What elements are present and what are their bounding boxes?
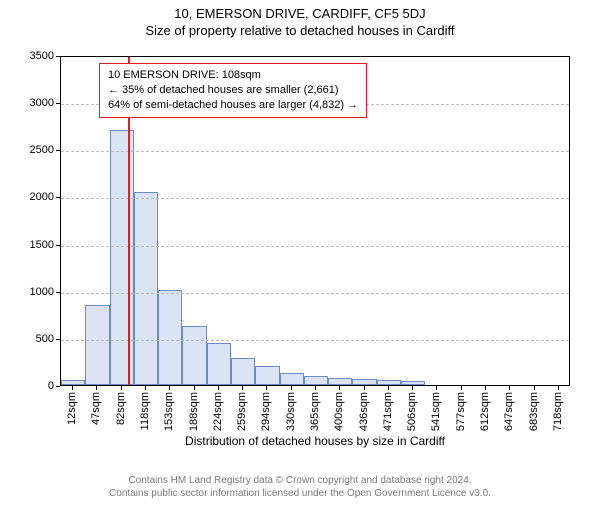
gridline — [61, 198, 569, 199]
y-tick-label: 3000 — [30, 97, 54, 109]
footer-line-1: Contains HM Land Registry data © Crown c… — [0, 474, 600, 487]
y-tick-label: 0 — [48, 380, 54, 392]
y-tick-mark — [56, 197, 60, 198]
histogram-bar — [377, 380, 401, 385]
x-tick-label: 188sqm — [188, 392, 200, 431]
y-tick-mark — [56, 245, 60, 246]
histogram-bar — [207, 343, 231, 385]
histogram-bar — [328, 378, 352, 385]
plot-wrap: Number of detached properties 10 EMERSON… — [60, 56, 570, 416]
gridline — [61, 246, 569, 247]
x-tick-label: 647sqm — [503, 392, 515, 431]
chart-supertitle: 10, EMERSON DRIVE, CARDIFF, CF5 5DJ — [0, 6, 600, 21]
x-tick-label: 47sqm — [90, 392, 102, 425]
x-tick-label: 365sqm — [309, 392, 321, 431]
histogram-bar — [85, 305, 109, 385]
histogram-bar — [401, 381, 425, 385]
histogram-bar — [255, 366, 279, 385]
x-tick-label: 118sqm — [139, 392, 151, 430]
x-tick-label: 506sqm — [406, 392, 418, 431]
y-tick-mark — [56, 56, 60, 57]
x-tick-label: 400sqm — [333, 392, 345, 431]
x-tick-label: 12sqm — [66, 392, 78, 425]
x-tick-label: 436sqm — [358, 392, 370, 431]
gridline — [61, 340, 569, 341]
x-tick-label: 683sqm — [528, 392, 540, 431]
x-tick-label: 718sqm — [552, 392, 564, 431]
plot-area: 10 EMERSON DRIVE: 108sqm← 35% of detache… — [60, 56, 570, 386]
histogram-bar — [182, 326, 206, 385]
footer-line-2: Contains public sector information licen… — [0, 487, 600, 500]
chart-container: 10, EMERSON DRIVE, CARDIFF, CF5 5DJ Size… — [0, 6, 600, 506]
histogram-bar — [231, 358, 255, 385]
x-tick-label: 153sqm — [163, 392, 175, 431]
y-tick-label: 1500 — [30, 239, 54, 251]
annotation-line: 10 EMERSON DRIVE: 108sqm — [108, 68, 358, 83]
histogram-bar — [134, 192, 158, 385]
x-tick-label: 330sqm — [285, 392, 297, 431]
gridline — [61, 151, 569, 152]
y-tick-mark — [56, 103, 60, 104]
y-tick-label: 1000 — [30, 286, 54, 298]
histogram-bar — [304, 376, 328, 385]
histogram-bar — [110, 130, 134, 385]
y-tick-mark — [56, 150, 60, 151]
annotation-box: 10 EMERSON DRIVE: 108sqm← 35% of detache… — [99, 63, 367, 118]
chart-title: Size of property relative to detached ho… — [0, 23, 600, 38]
annotation-line: ← 35% of detached houses are smaller (2,… — [108, 83, 358, 98]
x-tick-label: 224sqm — [212, 392, 224, 431]
histogram-bar — [280, 373, 304, 385]
x-tick-label: 541sqm — [430, 392, 442, 431]
x-tick-label: 471sqm — [382, 392, 394, 431]
histogram-bar — [61, 380, 85, 385]
x-tick-label: 612sqm — [479, 392, 491, 431]
x-axis-label: Distribution of detached houses by size … — [60, 434, 570, 448]
y-tick-mark — [56, 292, 60, 293]
footer-credits: Contains HM Land Registry data © Crown c… — [0, 474, 600, 500]
y-tick-label: 2000 — [30, 191, 54, 203]
gridline — [61, 293, 569, 294]
x-tick-label: 294sqm — [260, 392, 272, 431]
y-tick-label: 3500 — [30, 50, 54, 62]
x-tick-label: 259sqm — [236, 392, 248, 431]
annotation-line: 64% of semi-detached houses are larger (… — [108, 98, 358, 113]
y-tick-label: 2500 — [30, 144, 54, 156]
x-tick-label: 577sqm — [455, 392, 467, 431]
histogram-bar — [158, 290, 182, 385]
y-tick-mark — [56, 339, 60, 340]
histogram-bar — [352, 379, 376, 385]
y-tick-label: 500 — [36, 333, 54, 345]
x-tick-label: 82sqm — [115, 392, 127, 425]
